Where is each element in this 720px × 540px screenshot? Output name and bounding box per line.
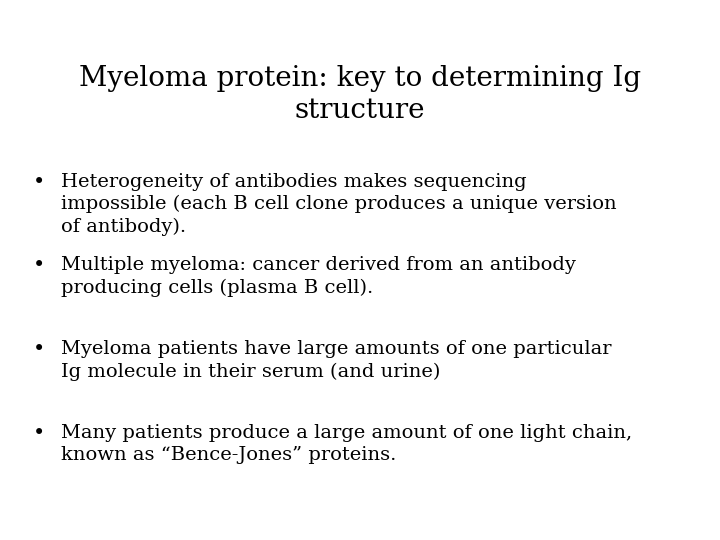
Text: Myeloma protein: key to determining Ig
structure: Myeloma protein: key to determining Ig s… bbox=[79, 65, 641, 124]
Text: •: • bbox=[32, 424, 45, 443]
Text: Heterogeneity of antibodies makes sequencing
impossible (each B cell clone produ: Heterogeneity of antibodies makes sequen… bbox=[61, 173, 617, 236]
Text: Many patients produce a large amount of one light chain,
known as “Bence-Jones” : Many patients produce a large amount of … bbox=[61, 424, 632, 464]
Text: •: • bbox=[32, 173, 45, 192]
Text: Multiple myeloma: cancer derived from an antibody
producing cells (plasma B cell: Multiple myeloma: cancer derived from an… bbox=[61, 256, 576, 297]
Text: •: • bbox=[32, 340, 45, 359]
Text: Myeloma patients have large amounts of one particular
Ig molecule in their serum: Myeloma patients have large amounts of o… bbox=[61, 340, 612, 381]
Text: •: • bbox=[32, 256, 45, 275]
